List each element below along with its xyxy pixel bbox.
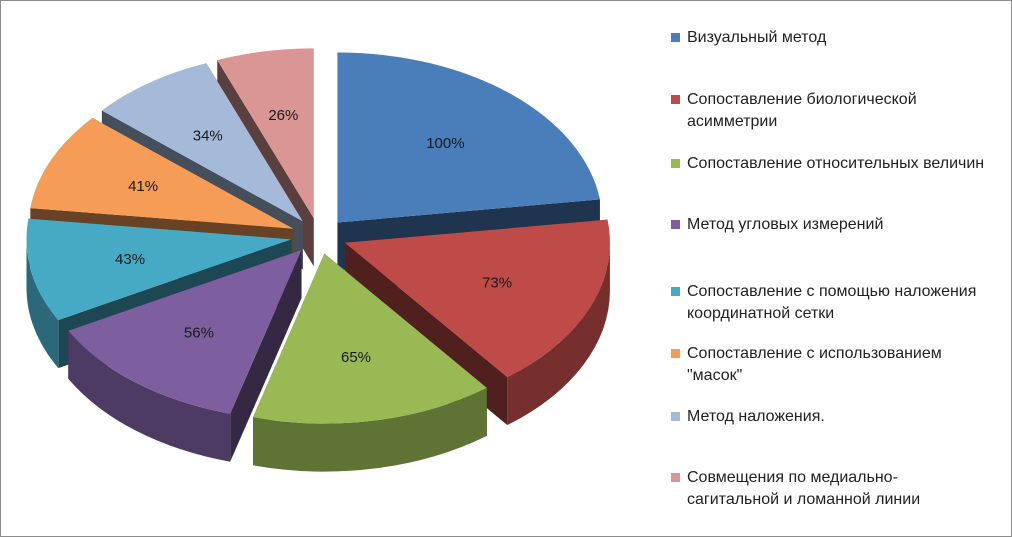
- pie-slice-side-4-1: [68, 330, 231, 462]
- legend-item-3: Сопоставление относительных величин: [671, 153, 987, 175]
- legend-item-8: Совмещения по медиально-сагитальной и ло…: [671, 467, 987, 511]
- pie-slice-top-8: [217, 48, 314, 219]
- legend-label-7: Метод наложения.: [687, 408, 825, 425]
- data-label-1: 100%: [426, 135, 464, 152]
- legend-swatch-1: [671, 33, 680, 42]
- legend-label-5: Сопоставление с помощью наложения коорди…: [687, 283, 977, 322]
- legend-item-1: Визуальный метод: [671, 27, 987, 49]
- pie-slice-top-6: [30, 117, 294, 229]
- legend-item-7: Метод наложения.: [671, 406, 987, 428]
- pie-chart: 100% 73% 65% 56% 43% 41% 34% 26%: [26, 48, 610, 472]
- legend-label-4: Метод угловых измерений: [687, 216, 884, 233]
- legend-item-2: Сопоставление биологической асимметрии: [671, 89, 987, 133]
- legend-swatch-8: [671, 473, 680, 482]
- data-label-3: 65%: [341, 349, 371, 366]
- legend-swatch-7: [671, 412, 680, 421]
- legend-label-1: Визуальный метод: [687, 29, 827, 46]
- pie-slice-top-5: [26, 218, 292, 321]
- legend-swatch-5: [671, 287, 680, 296]
- pie-slice-top-1: [337, 52, 600, 223]
- legend-label-8: Совмещения по медиально-сагитальной и ло…: [687, 469, 921, 508]
- data-label-6: 41%: [128, 178, 158, 195]
- legend-label-6: Сопоставление с использованием "масок": [687, 345, 942, 384]
- pie-slice-3: [253, 253, 487, 472]
- pie-slice-top-3: [253, 253, 487, 424]
- legend-swatch-3: [671, 159, 680, 168]
- pie-slice-side-2-1: [507, 242, 610, 426]
- pie-slice-side-3-1: [253, 387, 487, 472]
- legend-label-3: Сопоставление относительных величин: [687, 155, 985, 172]
- pie-slice-4: [68, 249, 302, 462]
- data-label-8: 26%: [268, 107, 298, 124]
- pie-slice-top-2: [344, 219, 610, 378]
- legend-label-2: Сопоставление биологической асимметрии: [687, 91, 917, 130]
- legend: Визуальный метод Сопоставление биологичес…: [671, 1, 1001, 536]
- data-label-5: 43%: [115, 251, 145, 268]
- legend-swatch-2: [671, 95, 680, 104]
- pie-slice-top-4: [68, 249, 302, 414]
- legend-item-5: Сопоставление с помощью наложения коорди…: [671, 281, 987, 325]
- data-label-4: 56%: [184, 324, 214, 341]
- data-label-2: 73%: [482, 275, 512, 292]
- legend-swatch-4: [671, 220, 680, 229]
- data-label-7: 34%: [193, 127, 223, 144]
- pie-slice-top-7: [101, 63, 303, 222]
- pie-slice-side-5-1: [26, 239, 59, 369]
- legend-item-6: Сопоставление с использованием "масок": [671, 343, 987, 387]
- legend-item-4: Метод угловых измерений: [671, 214, 987, 236]
- legend-swatch-6: [671, 349, 680, 358]
